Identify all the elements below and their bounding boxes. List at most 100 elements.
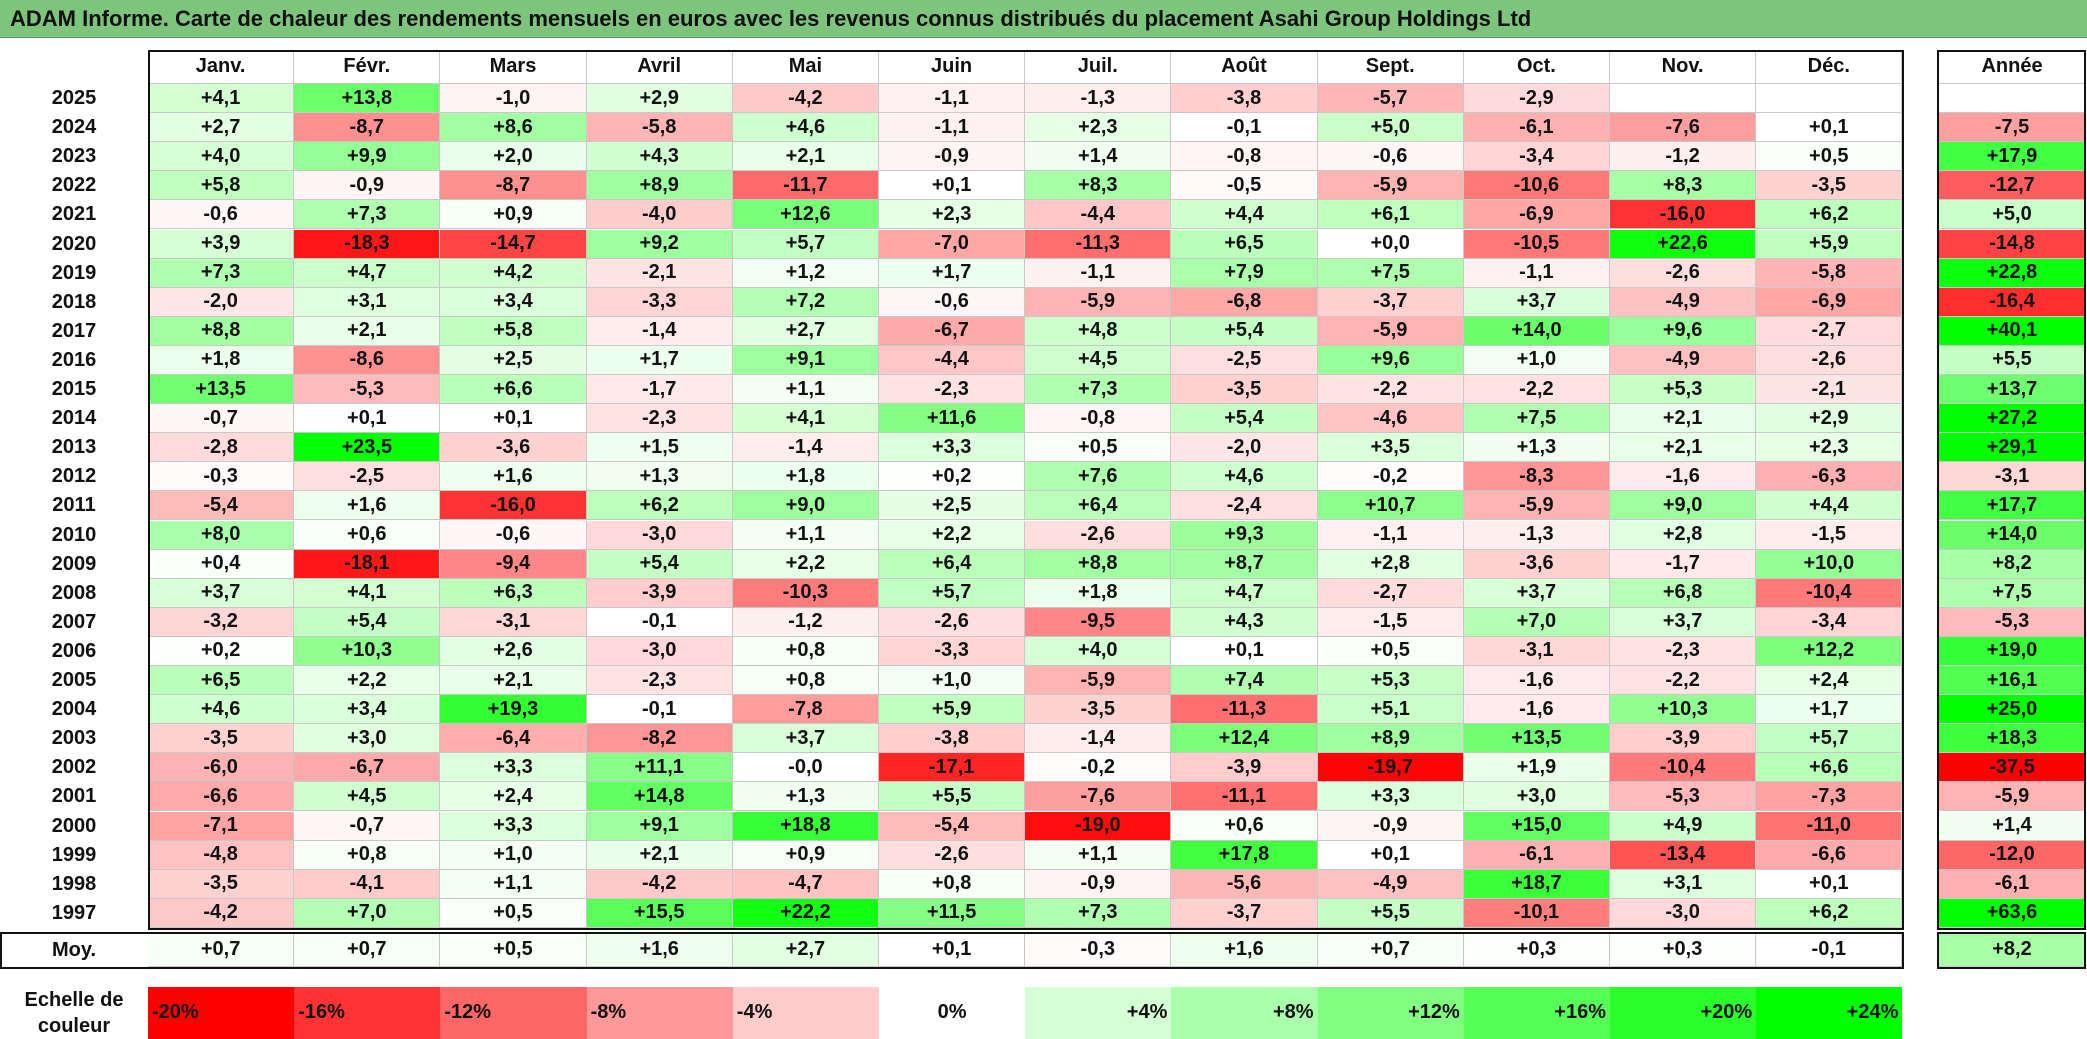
heatmap-cell: +2,3 — [1756, 433, 1903, 463]
heatmap-cell: +2,4 — [440, 782, 587, 812]
heatmap-cell: +6,2 — [586, 491, 733, 521]
annual-cell: -37,5 — [1939, 753, 2086, 783]
heatmap-cell: -6,6 — [1756, 840, 1903, 870]
heatmap-cell: -3,1 — [440, 607, 587, 637]
heatmap-cell: +0,2 — [148, 636, 295, 666]
heatmap-cell: +14,0 — [1463, 316, 1610, 346]
heatmap-cell: -6,9 — [1756, 287, 1903, 317]
heatmap-cell: -4,9 — [1610, 287, 1757, 317]
heatmap-cell: -19,0 — [1025, 811, 1172, 841]
heatmap-cell: +22,2 — [732, 898, 879, 928]
heatmap-cell: -7,6 — [1025, 782, 1172, 812]
heatmap-cell: +15,5 — [586, 898, 733, 928]
year-label: 2023 — [51, 145, 97, 168]
heatmap-cell: +2,3 — [879, 200, 1026, 230]
heatmap-cell: +5,7 — [1756, 724, 1903, 754]
heatmap-cell: -10,6 — [1463, 171, 1610, 201]
heatmap-cell: -4,6 — [1317, 404, 1464, 434]
heatmap-cell: -2,7 — [1317, 578, 1464, 608]
year-label: 2022 — [51, 174, 97, 197]
heatmap-cell: +0,8 — [879, 869, 1026, 899]
month-header: Déc. — [1756, 50, 1903, 84]
heatmap-cell — [1756, 84, 1903, 114]
heatmap-cell: +11,1 — [586, 753, 733, 783]
heatmap-cell: +1,1 — [732, 520, 879, 550]
annual-cell: -16,4 — [1939, 287, 2086, 317]
annual-cell: +5,5 — [1939, 345, 2086, 375]
heatmap-cell: +0,1 — [1756, 113, 1903, 143]
heatmap-cell: -4,4 — [879, 345, 1026, 375]
heatmap-cell: -2,0 — [1171, 433, 1318, 463]
heatmap-cell: -11,0 — [1756, 811, 1903, 841]
heatmap-cell: -2,3 — [1610, 636, 1757, 666]
heatmap-cell: -1,3 — [1463, 520, 1610, 550]
heatmap-cell: +8,3 — [1025, 171, 1172, 201]
month-header: Avril — [586, 50, 733, 84]
heatmap-cell: -3,2 — [148, 607, 295, 637]
year-label: 2021 — [51, 203, 97, 226]
heatmap-cell: +0,8 — [732, 636, 879, 666]
annual-cell: +17,7 — [1939, 491, 2086, 521]
heatmap-cell: -8,2 — [586, 724, 733, 754]
heatmap-cell: -1,4 — [1025, 724, 1172, 754]
heatmap-cell: +4,4 — [1171, 200, 1318, 230]
year-label: 2002 — [51, 756, 97, 779]
annual-cell: -7,5 — [1939, 113, 2086, 143]
heatmap-cell: +4,6 — [148, 695, 295, 725]
heatmap-cell: -2,5 — [294, 462, 441, 492]
heatmap-cell: -6,3 — [1756, 462, 1903, 492]
heatmap-cell: -5,9 — [1317, 316, 1464, 346]
heatmap-cell: -5,6 — [1171, 869, 1318, 899]
heatmap-cell: -1,2 — [732, 607, 879, 637]
year-label: 2017 — [51, 319, 97, 342]
average-cell: +1,6 — [1171, 933, 1318, 967]
heatmap-cell: +23,5 — [294, 433, 441, 463]
heatmap-cell: +4,9 — [1610, 811, 1757, 841]
heatmap-cell: +1,8 — [732, 462, 879, 492]
heatmap-cell: -5,3 — [1610, 782, 1757, 812]
heatmap-cell: -10,5 — [1463, 229, 1610, 259]
heatmap-cell: -1,0 — [440, 84, 587, 114]
heatmap-cell: -8,7 — [294, 113, 441, 143]
year-label: 2009 — [51, 552, 97, 575]
heatmap-cell: -1,4 — [732, 433, 879, 463]
heatmap-cell: +12,2 — [1756, 636, 1903, 666]
color-scale-swatch: +8% — [1171, 986, 1318, 1039]
heatmap-cell: +4,1 — [732, 404, 879, 434]
heatmap-cell: +2,8 — [1317, 549, 1464, 579]
heatmap-cell: -5,3 — [294, 375, 441, 405]
color-scale-swatch: -8% — [586, 986, 733, 1039]
heatmap-cell: +6,5 — [148, 666, 295, 696]
heatmap-cell: +7,3 — [148, 258, 295, 288]
heatmap-cell: -2,2 — [1317, 375, 1464, 405]
heatmap-cell: +9,9 — [294, 142, 441, 172]
heatmap-cell: -1,3 — [1025, 84, 1172, 114]
heatmap-cell: -10,1 — [1463, 898, 1610, 928]
heatmap-cell: -7,0 — [879, 229, 1026, 259]
heatmap-cell: -3,4 — [1756, 607, 1903, 637]
heatmap-cell: -0,7 — [294, 811, 441, 841]
heatmap-cell: +4,3 — [586, 142, 733, 172]
heatmap-cell: +19,3 — [440, 695, 587, 725]
heatmap-cell: +12,6 — [732, 200, 879, 230]
heatmap-cell: -3,0 — [586, 520, 733, 550]
heatmap-cell: +3,4 — [440, 287, 587, 317]
heatmap-cell: -0,2 — [1025, 753, 1172, 783]
heatmap-cell: -5,9 — [1025, 287, 1172, 317]
heatmap-cell: -5,9 — [1025, 666, 1172, 696]
heatmap-cell: +4,6 — [732, 113, 879, 143]
heatmap-cell: +0,2 — [879, 462, 1026, 492]
heatmap-cell: +1,0 — [440, 840, 587, 870]
heatmap-cell: +1,5 — [586, 433, 733, 463]
average-cell: +0,5 — [440, 933, 587, 967]
heatmap-cell: +1,8 — [1025, 578, 1172, 608]
heatmap-cell: -2,3 — [879, 375, 1026, 405]
heatmap-cell: +7,4 — [1171, 666, 1318, 696]
heatmap-cell: +6,8 — [1610, 578, 1757, 608]
heatmap-cell: +1,7 — [879, 258, 1026, 288]
heatmap-cell: -4,7 — [732, 869, 879, 899]
heatmap-cell: +0,8 — [732, 666, 879, 696]
heatmap-cell: -1,4 — [586, 316, 733, 346]
heatmap-cell: -1,5 — [1317, 607, 1464, 637]
